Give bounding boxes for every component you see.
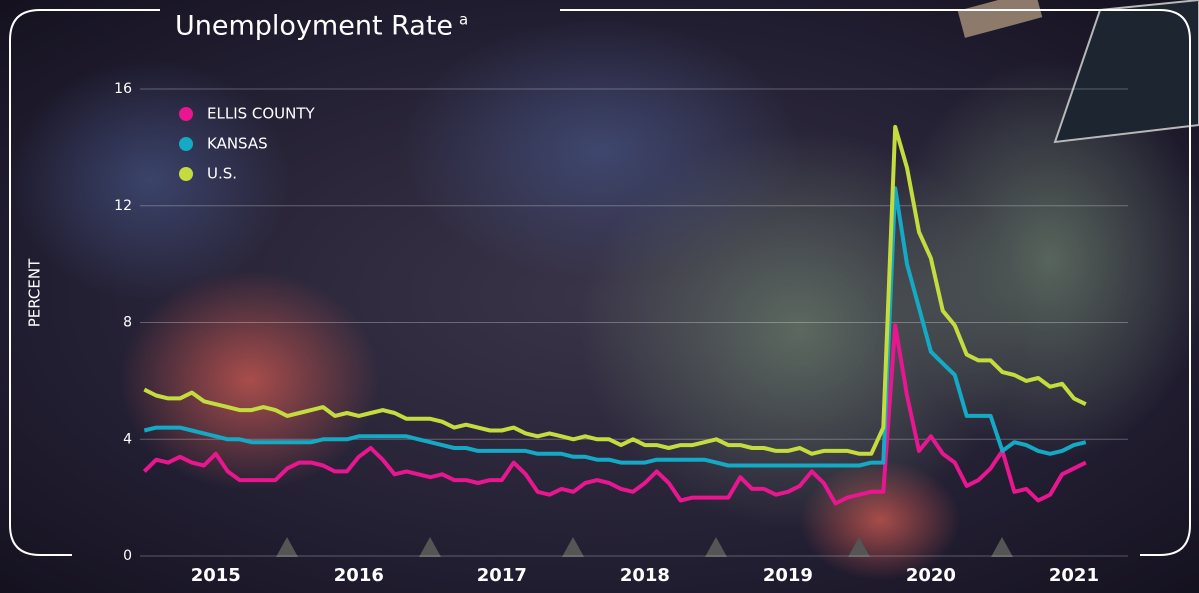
x-tick-label: 2019 <box>763 565 813 586</box>
legend-marker <box>179 137 193 151</box>
x-tick-label: 2021 <box>1049 565 1099 586</box>
y-tick-label: 8 <box>123 315 132 331</box>
chart: Unemployment Rate a PERCENT 0 4 8 12 16 2015 2… <box>0 0 1199 593</box>
legend-label: U.S. <box>207 165 237 183</box>
x-tick-label: 2017 <box>477 565 527 586</box>
x-tick-label: 2020 <box>906 565 956 586</box>
y-axis-label: PERCENT <box>26 258 44 327</box>
y-tick-label: 0 <box>123 548 132 564</box>
legend-label: ELLIS COUNTY <box>207 105 316 123</box>
legend-marker <box>179 167 193 181</box>
legend-marker <box>179 107 193 121</box>
title-superscript: a <box>459 11 468 29</box>
x-tick-label: 2015 <box>191 565 241 586</box>
x-tick-label: 2016 <box>334 565 384 586</box>
y-tick-label: 16 <box>114 81 132 97</box>
legend-label: KANSAS <box>207 135 268 153</box>
y-tick-label: 12 <box>114 198 132 214</box>
x-tick-label: 2018 <box>620 565 670 586</box>
y-tick-label: 4 <box>123 431 132 447</box>
chart-title: Unemployment Rate <box>175 11 453 42</box>
